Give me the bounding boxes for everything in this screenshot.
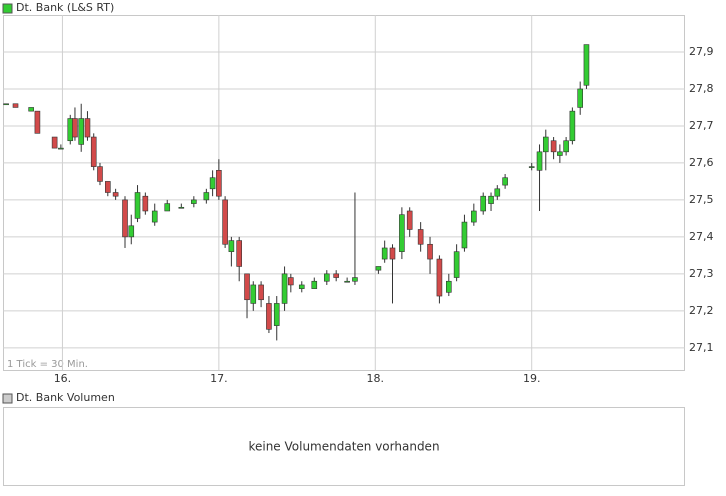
- candle-body: [389, 247, 396, 260]
- x-tick-label: 18.: [367, 372, 385, 385]
- candle-body: [90, 136, 97, 167]
- y-tick-label: 27,3: [689, 267, 714, 280]
- candle-body: [399, 214, 405, 252]
- volume-message: keine Volumendaten vorhanden: [248, 440, 439, 454]
- y-tick-label: 27,4: [689, 230, 714, 243]
- candle-body: [563, 140, 569, 153]
- candle-body: [178, 206, 185, 209]
- candle-body: [583, 44, 590, 86]
- candle-body: [191, 199, 197, 204]
- candle-body: [72, 118, 78, 138]
- candle-body: [203, 192, 210, 201]
- candle-body: [258, 284, 264, 301]
- candle-body: [164, 203, 171, 212]
- candle-body: [288, 277, 294, 286]
- candle-body: [488, 195, 494, 204]
- candle-body: [557, 151, 563, 156]
- candle-body: [67, 118, 74, 142]
- candle-body: [266, 303, 272, 330]
- y-tick-label: 27,1: [689, 341, 714, 354]
- y-tick-label: 27,7: [689, 119, 714, 132]
- candle-body: [273, 303, 280, 326]
- candle-body: [128, 225, 135, 238]
- candle-body: [12, 103, 19, 108]
- volume-frame: [3, 407, 685, 486]
- candle-body: [112, 192, 119, 197]
- candle-body: [333, 273, 339, 278]
- candle-body: [375, 266, 382, 271]
- candle-body: [528, 166, 535, 168]
- candle-body: [78, 118, 85, 145]
- candle-body: [142, 195, 149, 212]
- legend-swatch: [2, 393, 13, 404]
- candle-body: [577, 88, 583, 108]
- x-tick-label: 19.: [523, 372, 541, 385]
- candle-body: [323, 273, 330, 282]
- legend-swatch: [2, 3, 13, 14]
- candle-body: [236, 240, 242, 267]
- candle-body: [51, 136, 58, 149]
- candle-body: [569, 110, 576, 142]
- candle-body: [216, 170, 222, 197]
- candle-body: [97, 166, 103, 182]
- x-tick-label: 16.: [54, 372, 72, 385]
- candle-body: [436, 258, 443, 297]
- candle-body: [461, 221, 468, 249]
- candle-body: [228, 240, 235, 252]
- candle-body: [244, 273, 250, 301]
- candle-body: [281, 273, 288, 304]
- candle-body: [105, 181, 111, 193]
- candle-body: [502, 177, 508, 186]
- candle-body: [28, 107, 34, 112]
- candle-body: [417, 229, 424, 245]
- volume-title: Dt. Bank Volumen: [16, 391, 115, 404]
- candle-body: [406, 210, 413, 230]
- candle-body: [84, 118, 91, 138]
- candle-body: [222, 199, 228, 245]
- candle-body: [209, 177, 216, 190]
- candle-body: [480, 195, 487, 212]
- candle-body: [250, 284, 257, 304]
- candle-body: [471, 210, 477, 223]
- candle-body: [542, 136, 549, 153]
- candle-body: [3, 103, 9, 106]
- candle-body: [446, 280, 452, 293]
- candle-body: [427, 243, 433, 260]
- tick-note: 1 Tick = 30 Min.: [7, 359, 88, 370]
- candle-body: [122, 199, 128, 238]
- candle-body: [134, 192, 141, 219]
- candle-body: [344, 280, 350, 283]
- y-tick-label: 27,8: [689, 82, 714, 95]
- candle-body: [352, 277, 358, 282]
- candle-body: [58, 147, 64, 150]
- candle-body: [298, 284, 305, 289]
- plot-frame: [3, 15, 685, 371]
- candle-body: [536, 151, 543, 171]
- candle-body: [381, 247, 388, 260]
- candle-body: [453, 251, 460, 278]
- chart-title: Dt. Bank (L&S RT): [16, 1, 114, 14]
- x-tick-label: 17.: [210, 372, 228, 385]
- y-tick-label: 27,9: [689, 45, 714, 58]
- candle-body: [151, 210, 158, 223]
- y-tick-label: 27,5: [689, 193, 714, 206]
- y-tick-label: 27,2: [689, 304, 714, 317]
- y-tick-label: 27,6: [689, 156, 714, 169]
- candle-body: [311, 280, 318, 289]
- candle-body: [550, 140, 557, 153]
- candle-body: [34, 110, 41, 134]
- candle-body: [494, 188, 501, 197]
